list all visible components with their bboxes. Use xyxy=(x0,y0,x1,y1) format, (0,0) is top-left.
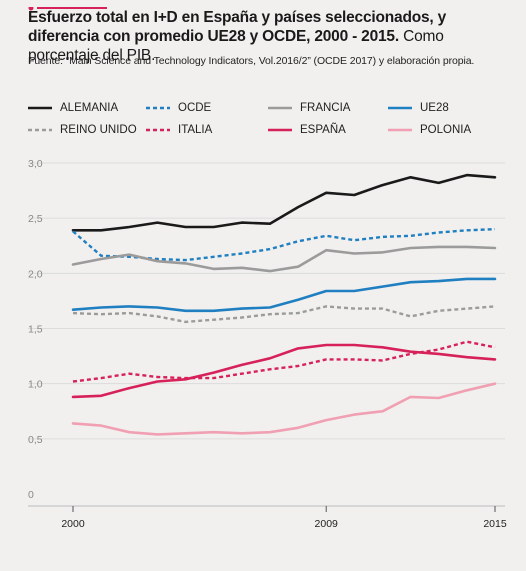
legend-item: UE28 xyxy=(388,100,449,116)
legend-label: ITALIA xyxy=(178,124,213,136)
chart-source: Fuente: “Main Science and Technology Ind… xyxy=(28,55,475,67)
series-line-españa xyxy=(71,343,497,399)
y-tick-label: 1,5 xyxy=(28,324,43,336)
series-line-ue28 xyxy=(71,277,497,313)
y-tick-label: 0 xyxy=(28,489,34,501)
chart-title-main: Esfuerzo total en I+D en España y países… xyxy=(28,9,447,45)
y-tick-label: 1,0 xyxy=(28,379,43,391)
series-line-alemania xyxy=(71,173,497,232)
legend-item: OCDE xyxy=(146,100,211,116)
legend-swatch xyxy=(388,106,412,110)
y-tick-label: 0,5 xyxy=(28,434,43,446)
legend-label: FRANCIA xyxy=(300,102,351,114)
legend-item: ALEMANIA xyxy=(28,100,118,116)
legend-swatch xyxy=(146,128,170,132)
x-tick-label: 2015 xyxy=(483,518,507,530)
series-line-polonia xyxy=(71,382,497,436)
legend-swatch xyxy=(268,106,292,110)
legend-label: ESPAÑA xyxy=(300,124,346,136)
chart-title-units: Como porcentaje del PIB. xyxy=(28,28,444,64)
series-line-reino-unido xyxy=(72,305,496,324)
legend-swatch xyxy=(388,128,412,132)
section-strip xyxy=(28,0,108,11)
legend-label: UE28 xyxy=(420,102,449,114)
legend-item: REINO UNIDO xyxy=(28,122,137,138)
series-line-francia xyxy=(71,245,497,273)
legend-item: POLONIA xyxy=(388,122,471,138)
chart-title: Esfuerzo total en I+D en España y países… xyxy=(28,8,508,65)
legend-swatch xyxy=(146,106,170,110)
legend-label: OCDE xyxy=(178,102,212,114)
section-strip-mark xyxy=(28,5,107,11)
legend-label: ALEMANIA xyxy=(60,102,119,114)
x-tick-label: 2000 xyxy=(61,518,85,530)
legend-item: ESPAÑA xyxy=(268,122,346,138)
x-tick-label: 2009 xyxy=(315,518,339,530)
y-tick-label: 3,0 xyxy=(28,158,43,170)
legend-swatch xyxy=(28,106,52,110)
legend-item: FRANCIA xyxy=(268,100,350,116)
y-tick-label: 2,5 xyxy=(28,213,43,225)
legend-swatch xyxy=(268,128,292,132)
legend-label: REINO UNIDO xyxy=(60,124,137,136)
series-line-italia xyxy=(72,340,496,383)
legend-label: POLONIA xyxy=(420,124,472,136)
legend-item: ITALIA xyxy=(146,122,212,138)
legend-swatch xyxy=(28,128,52,132)
y-tick-label: 2,0 xyxy=(28,268,43,280)
